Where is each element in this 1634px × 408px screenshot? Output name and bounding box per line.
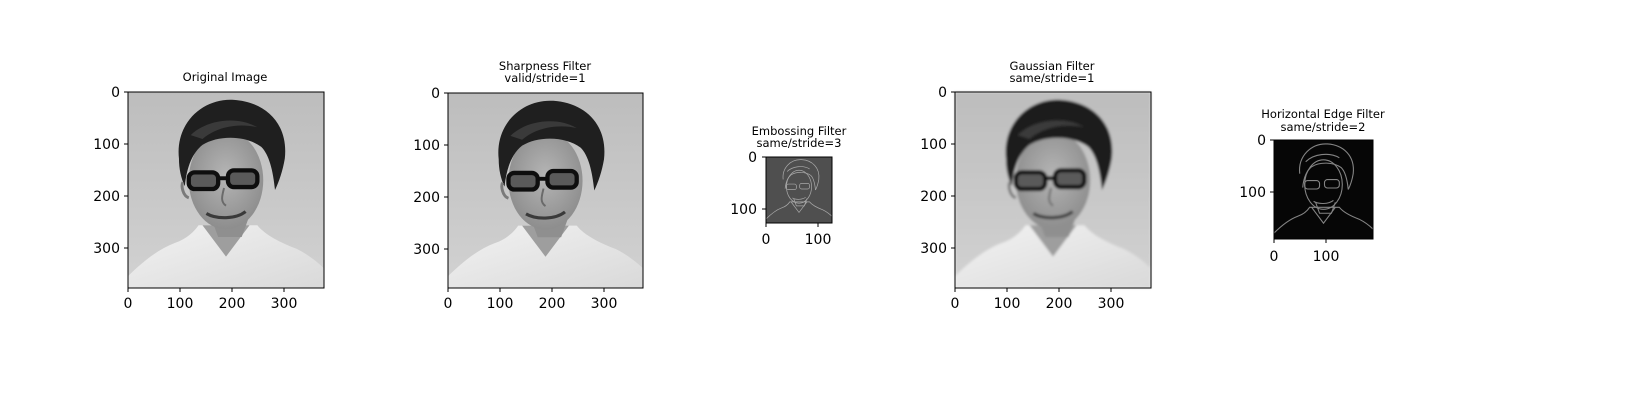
x-tick-label: 100 bbox=[1313, 249, 1340, 265]
panel-horizontal-edge-filter: Horizontal Edge Filter same/stride=2 0 1… bbox=[1239, 107, 1385, 265]
image-original-portrait bbox=[128, 92, 324, 288]
x-tick-label: 300 bbox=[591, 296, 618, 312]
panel-title-line-1: Gaussian Filter bbox=[1010, 59, 1095, 73]
panel-embossing-filter: Embossing Filter same/stride=3 0 100 0 1… bbox=[730, 124, 846, 248]
panel-gaussian-filter: Gaussian Filter same/stride=1 0 100 200 … bbox=[920, 59, 1151, 312]
y-tick-label: 300 bbox=[413, 242, 440, 258]
y-tick-label: 200 bbox=[93, 189, 120, 205]
x-ticks: 0 100 200 300 bbox=[444, 288, 618, 312]
axes-frame bbox=[954, 91, 1152, 289]
y-tick-label: 0 bbox=[431, 86, 440, 102]
panel-title-line-2: same/stride=1 bbox=[1010, 71, 1095, 85]
x-tick-label: 100 bbox=[805, 232, 832, 248]
image-blurred-portrait bbox=[955, 92, 1151, 288]
panel-title-line-2: same/stride=3 bbox=[757, 136, 842, 150]
x-tick-label: 0 bbox=[124, 296, 133, 312]
x-tick-label: 300 bbox=[271, 296, 298, 312]
panel-title-line-1: Horizontal Edge Filter bbox=[1261, 107, 1385, 121]
y-tick-label: 100 bbox=[920, 137, 947, 153]
x-tick-label: 0 bbox=[444, 296, 453, 312]
y-ticks: 0 100 bbox=[1239, 133, 1274, 201]
y-tick-label: 200 bbox=[413, 190, 440, 206]
image-horizontal-edge-map bbox=[1273, 139, 1374, 240]
y-tick-label: 100 bbox=[413, 138, 440, 154]
axes-frame bbox=[447, 92, 644, 289]
y-tick-label: 300 bbox=[93, 241, 120, 257]
y-tick-label: 100 bbox=[730, 202, 757, 218]
x-tick-label: 200 bbox=[539, 296, 566, 312]
y-ticks: 0 100 200 300 bbox=[93, 85, 128, 257]
y-ticks: 0 100 bbox=[730, 150, 766, 218]
panel-title-line-1: Embossing Filter bbox=[752, 124, 847, 138]
y-tick-label: 100 bbox=[93, 137, 120, 153]
x-tick-label: 100 bbox=[487, 296, 514, 312]
y-tick-label: 0 bbox=[111, 85, 120, 101]
axes-frame bbox=[1273, 139, 1374, 240]
axes-frame bbox=[765, 156, 833, 224]
image-sharpened-portrait bbox=[448, 93, 643, 288]
panel-title-line-1: Sharpness Filter bbox=[499, 59, 591, 73]
x-ticks: 0 100 200 300 bbox=[951, 288, 1125, 312]
y-ticks: 0 100 200 300 bbox=[413, 86, 448, 258]
y-ticks: 0 100 200 300 bbox=[920, 85, 955, 257]
panel-title-line-2: same/stride=2 bbox=[1281, 120, 1366, 134]
y-tick-label: 100 bbox=[1239, 185, 1266, 201]
x-tick-label: 0 bbox=[762, 232, 771, 248]
y-tick-label: 300 bbox=[920, 241, 947, 257]
x-tick-label: 300 bbox=[1098, 296, 1125, 312]
y-tick-label: 0 bbox=[748, 150, 757, 166]
panel-title-line-2: valid/stride=1 bbox=[504, 71, 585, 85]
x-ticks: 0 100 bbox=[1270, 239, 1340, 265]
panel-sharpness-filter: Sharpness Filter valid/stride=1 0 100 20… bbox=[413, 59, 643, 312]
x-tick-label: 100 bbox=[167, 296, 194, 312]
x-ticks: 0 100 200 300 bbox=[124, 288, 298, 312]
y-tick-label: 0 bbox=[1257, 133, 1266, 149]
panel-original-image: Original Image 0 100 200 300 0 100 200 3… bbox=[93, 70, 324, 312]
axes-frame bbox=[127, 91, 325, 289]
y-tick-label: 200 bbox=[920, 189, 947, 205]
x-tick-label: 200 bbox=[219, 296, 246, 312]
x-tick-label: 0 bbox=[951, 296, 960, 312]
panel-title-line-1: Original Image bbox=[183, 70, 268, 84]
x-tick-label: 100 bbox=[994, 296, 1021, 312]
x-tick-label: 200 bbox=[1046, 296, 1073, 312]
x-ticks: 0 100 bbox=[762, 223, 832, 248]
image-embossed-portrait bbox=[765, 156, 833, 224]
x-tick-label: 0 bbox=[1270, 249, 1279, 265]
y-tick-label: 0 bbox=[938, 85, 947, 101]
